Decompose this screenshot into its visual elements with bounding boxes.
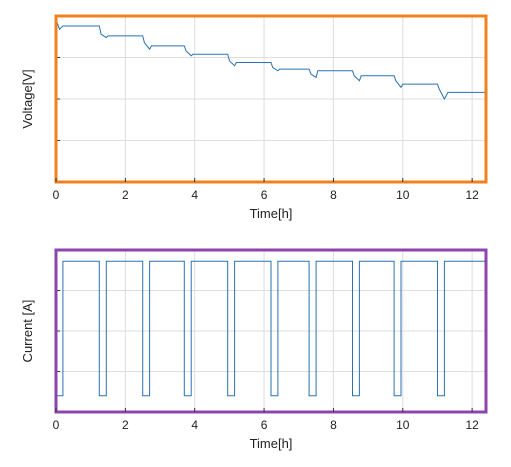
current-x-tick-label: 2 — [122, 418, 129, 432]
current-x-tick-label: 0 — [53, 418, 60, 432]
current-x-tick-label: 10 — [396, 418, 410, 432]
current-x-tick-label: 6 — [261, 418, 268, 432]
voltage-x-tick-label: 12 — [465, 188, 479, 202]
current-x-tick-label: 8 — [330, 418, 337, 432]
voltage-x-tick-label: 2 — [122, 188, 129, 202]
voltage-chart: 0 2 4 6 8 10 12 Time[h] Voltage[V] — [20, 14, 488, 221]
current-x-axis-label: Time[h] — [250, 436, 293, 451]
current-series-line — [56, 260, 486, 397]
voltage-plot-frame — [54, 14, 488, 184]
voltage-x-tick-label: 0 — [53, 188, 60, 202]
current-x-tick-label: 4 — [191, 418, 198, 432]
voltage-x-axis-label: Time[h] — [250, 206, 293, 221]
voltage-x-tick-label: 6 — [261, 188, 268, 202]
current-plot-frame — [54, 248, 488, 414]
voltage-y-axis-label: Voltage[V] — [20, 69, 35, 128]
voltage-x-tick-label: 4 — [191, 188, 198, 202]
voltage-series-line — [55, 19, 486, 101]
voltage-x-tick-label: 8 — [330, 188, 337, 202]
current-chart: 0 2 4 6 8 10 12 Time[h] Current [A] — [20, 248, 488, 451]
voltage-x-tick-label: 10 — [396, 188, 410, 202]
current-y-axis-label: Current [A] — [20, 300, 35, 363]
current-x-tick-label: 12 — [465, 418, 479, 432]
